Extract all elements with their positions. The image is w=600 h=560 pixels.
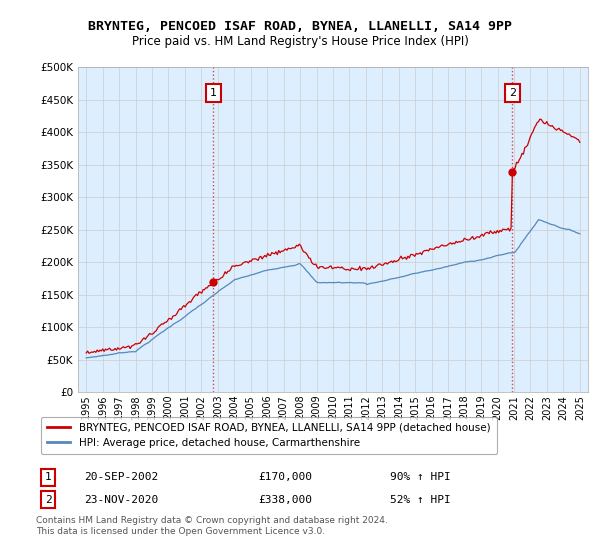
Text: Contains HM Land Registry data © Crown copyright and database right 2024.: Contains HM Land Registry data © Crown c… — [36, 516, 388, 525]
Text: 2: 2 — [44, 494, 52, 505]
Text: Price paid vs. HM Land Registry's House Price Index (HPI): Price paid vs. HM Land Registry's House … — [131, 35, 469, 48]
Text: BRYNTEG, PENCOED ISAF ROAD, BYNEA, LLANELLI, SA14 9PP: BRYNTEG, PENCOED ISAF ROAD, BYNEA, LLANE… — [88, 20, 512, 32]
Text: £170,000: £170,000 — [258, 472, 312, 482]
Legend: BRYNTEG, PENCOED ISAF ROAD, BYNEA, LLANELLI, SA14 9PP (detached house), HPI: Ave: BRYNTEG, PENCOED ISAF ROAD, BYNEA, LLANE… — [41, 417, 497, 454]
Text: 23-NOV-2020: 23-NOV-2020 — [84, 494, 158, 505]
Text: 20-SEP-2002: 20-SEP-2002 — [84, 472, 158, 482]
Text: 2: 2 — [509, 88, 516, 98]
Text: 90% ↑ HPI: 90% ↑ HPI — [390, 472, 451, 482]
Text: This data is licensed under the Open Government Licence v3.0.: This data is licensed under the Open Gov… — [36, 527, 325, 536]
Text: 52% ↑ HPI: 52% ↑ HPI — [390, 494, 451, 505]
Text: 1: 1 — [210, 88, 217, 98]
Text: 1: 1 — [44, 472, 52, 482]
Text: £338,000: £338,000 — [258, 494, 312, 505]
